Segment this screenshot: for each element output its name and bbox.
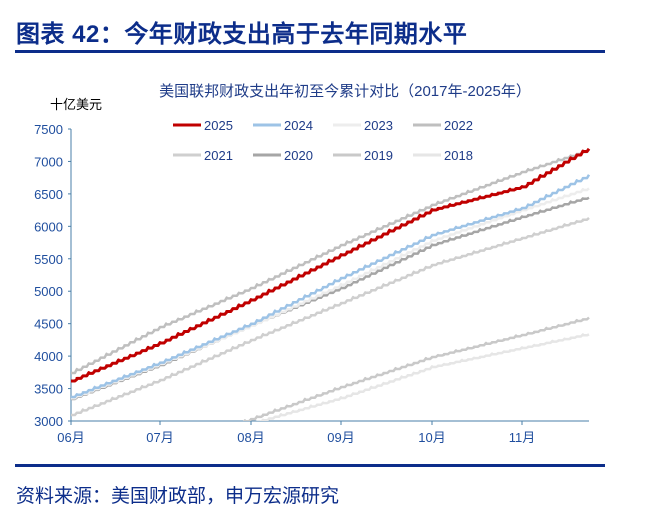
legend-label-2019: 2019 [364, 148, 393, 163]
y-tick-label: 5500 [34, 252, 63, 267]
legend-label-2024: 2024 [284, 118, 313, 133]
source-rule [15, 464, 605, 467]
legend-label-2025: 2025 [204, 118, 233, 133]
x-tick-label: 07月 [146, 430, 173, 445]
series-line-2019 [242, 316, 590, 421]
y-tick-label: 6000 [34, 219, 63, 234]
y-tick-label: 7500 [34, 122, 63, 137]
y-tick-label: 3500 [34, 382, 63, 397]
x-tick-label: 09月 [327, 430, 354, 445]
series-line-2018 [256, 333, 590, 421]
x-tick-label: 10月 [418, 430, 445, 445]
title-rule [15, 50, 605, 53]
source-note: 资料来源：美国财政部，申万宏源研究 [16, 486, 340, 507]
x-tick-label: 06月 [57, 430, 84, 445]
y-tick-label: 6500 [34, 187, 63, 202]
legend-label-2023: 2023 [364, 118, 393, 133]
y-axis-unit: 十亿美元 [50, 97, 102, 112]
y-tick-label: 4000 [34, 349, 63, 364]
legend-label-2021: 2021 [204, 148, 233, 163]
figure-title: 图表 42：今年财政支出高于去年同期水平 [16, 21, 468, 48]
chart-title: 美国联邦财政支出年初至今累计对比（2017年-2025年） [159, 83, 531, 100]
series-line-2023 [71, 187, 590, 400]
series-line-2024 [71, 174, 591, 399]
series-line-2021 [71, 216, 590, 417]
y-tick-label: 7000 [34, 154, 63, 169]
legend-label-2018: 2018 [444, 148, 473, 163]
y-tick-label: 4500 [34, 317, 63, 332]
series-line-2025 [71, 147, 591, 383]
series-line-2022 [71, 148, 591, 375]
y-tick-label: 5000 [34, 284, 63, 299]
x-tick-label: 08月 [237, 430, 264, 445]
y-tick-label: 3000 [34, 414, 63, 429]
x-tick-label: 11月 [509, 430, 536, 445]
legend-label-2020: 2020 [284, 148, 313, 163]
legend-label-2022: 2022 [444, 118, 473, 133]
